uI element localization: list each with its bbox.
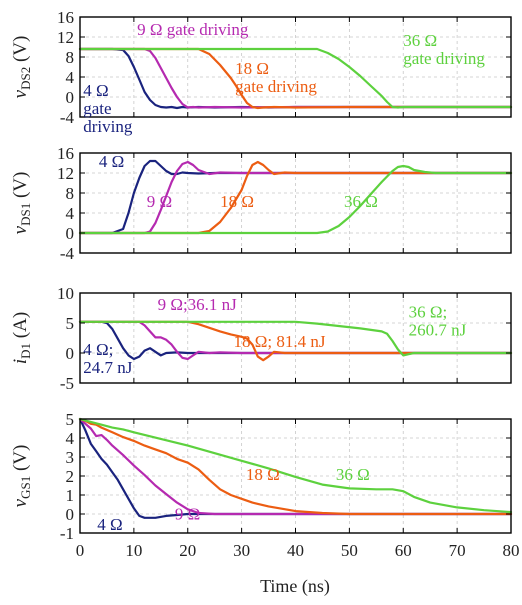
- panel-id1: 10 5 0 -5 iD1 (A) 4 Ω; 24.7 nJ 9 Ω;36.1 nJ 18 Ω;…: [10, 284, 513, 393]
- y-tick-label: 0: [66, 344, 75, 363]
- annotation-36-ohm: 36 Ω: [344, 192, 378, 211]
- series-line-18-ohm: [78, 47, 513, 110]
- y-tick-label: -5: [60, 374, 74, 393]
- x-axis: 0 10 20 30 40 50 60 70 80: [76, 541, 520, 560]
- series-line-18-ohm: [78, 417, 513, 516]
- y-tick-label: 12: [57, 28, 74, 47]
- x-tick-label: 40: [287, 541, 304, 560]
- y-axis-label-vgs1: vGS1 (V): [10, 445, 33, 508]
- annotation-9-ohm: 9 Ω gate driving: [137, 20, 249, 39]
- x-tick-label: 60: [395, 541, 412, 560]
- x-tick-label: 50: [341, 541, 358, 560]
- y-tick-label: 8: [66, 184, 75, 203]
- y-axis-label-vds2: vDS2 (V): [10, 36, 33, 99]
- y-tick-label: 4: [66, 204, 75, 223]
- annotation-18-ohm: 18 Ω; 81.4 nJ: [234, 332, 326, 351]
- x-tick-label: 30: [233, 541, 250, 560]
- annotation-36-ohm: 36 Ω; 260.7 nJ: [409, 303, 467, 340]
- y-tick-label: 4: [66, 429, 75, 448]
- series-line-18-ohm: [78, 160, 513, 235]
- y-tick-label: 8: [66, 48, 75, 67]
- y-tick-label: 10: [57, 284, 74, 303]
- series-line-18-ohm: [78, 320, 513, 362]
- y-tick-label: 16: [57, 8, 74, 27]
- annotation-9-ohm: 9 Ω: [175, 505, 200, 524]
- annotation-36-ohm: 36 Ω: [336, 465, 370, 484]
- y-tick-label: 5: [66, 314, 75, 333]
- y-tick-label: 3: [66, 448, 75, 467]
- annotation-18-ohm: 18 Ω: [220, 192, 254, 211]
- y-tick-label: 16: [57, 144, 74, 163]
- annotation-4-ohm: 4 Ω; 24.7 nJ: [83, 340, 133, 377]
- x-tick-label: 80: [503, 541, 520, 560]
- y-tick-label: -4: [60, 108, 75, 127]
- x-tick-label: 0: [76, 541, 85, 560]
- series-line-36-ohm: [78, 320, 513, 357]
- y-axis-label-id1: iD1 (A): [10, 312, 33, 364]
- y-tick-label: 4: [66, 68, 75, 87]
- y-tick-label: 0: [66, 88, 75, 107]
- series-line-36-ohm: [78, 417, 513, 514]
- y-tick-label: 0: [66, 224, 75, 243]
- x-tick-label: 20: [179, 541, 196, 560]
- y-tick-label: -1: [60, 524, 74, 543]
- annotation-9-ohm: 9 Ω: [147, 192, 172, 211]
- y-tick-label: 12: [57, 164, 74, 183]
- x-tick-label: 70: [449, 541, 466, 560]
- y-tick-label: 0: [66, 505, 75, 524]
- y-tick-label: 5: [66, 410, 75, 429]
- x-axis-label: Time (ns): [260, 576, 330, 597]
- y-axis-label-vds1: vDS1 (V): [10, 172, 33, 235]
- annotation-4-ohm: 4 Ω: [97, 515, 122, 534]
- y-tick-label: 2: [66, 467, 75, 486]
- series-line-36-ohm: [78, 47, 513, 109]
- y-tick-label: 1: [66, 486, 75, 505]
- x-tick-label: 10: [125, 541, 142, 560]
- annotation-4-ohm: 4 Ω: [99, 152, 124, 171]
- y-tick-label: -4: [60, 244, 75, 263]
- series-line-36-ohm: [78, 164, 513, 235]
- annotation-9-ohm: 9 Ω;36.1 nJ: [158, 295, 238, 314]
- annotation-18-ohm: 18 Ω: [246, 465, 280, 484]
